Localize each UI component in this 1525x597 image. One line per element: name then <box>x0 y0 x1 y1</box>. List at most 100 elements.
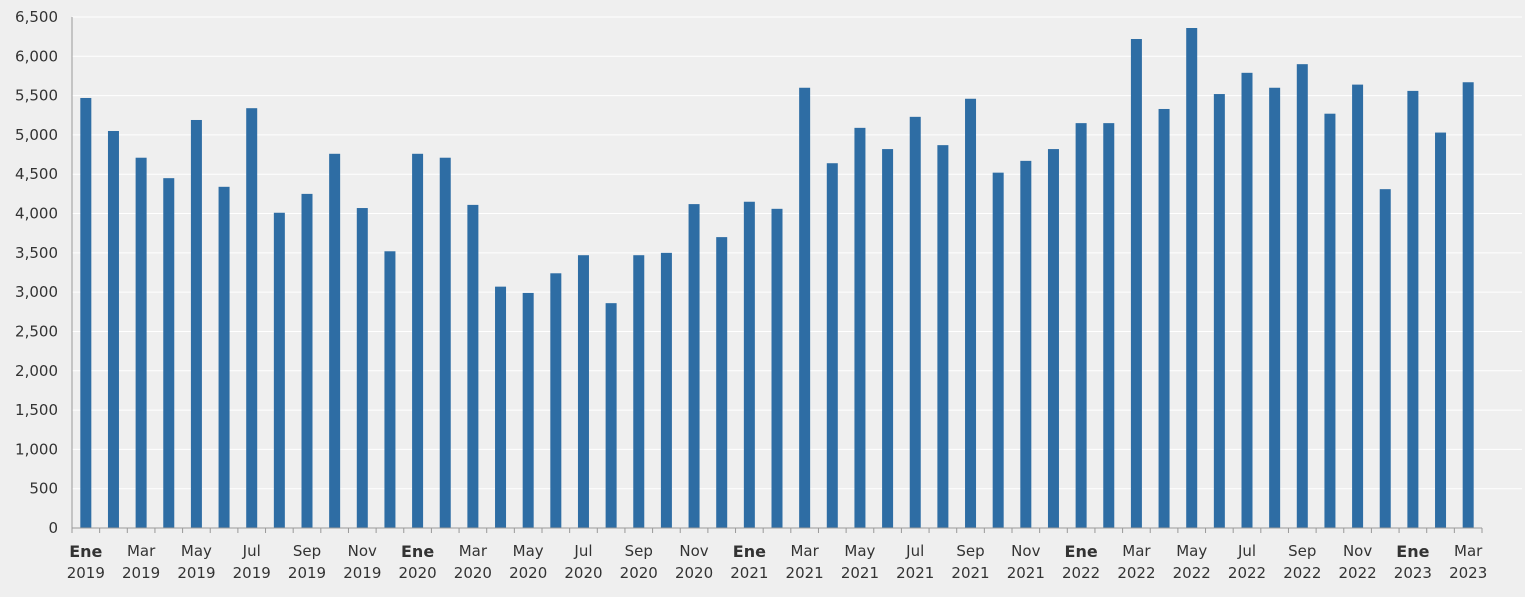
bar <box>163 178 175 528</box>
y-tick-label: 4,000 <box>15 205 58 223</box>
x-tick-year: 2021 <box>1007 564 1045 582</box>
x-tick-month: Mar <box>459 542 488 560</box>
x-tick-month: Sep <box>956 542 984 560</box>
x-tick-month: May <box>844 542 875 560</box>
x-tick-year: 2021 <box>896 564 934 582</box>
bar <box>439 157 451 528</box>
bar <box>1047 149 1059 528</box>
bar <box>1020 160 1032 528</box>
gridlines <box>72 16 1522 490</box>
bar <box>1075 123 1087 528</box>
bar <box>743 201 755 528</box>
bar <box>1130 39 1142 529</box>
bar <box>1213 94 1225 528</box>
x-tick-month: Ene <box>733 542 766 561</box>
bar <box>1407 90 1419 528</box>
y-tick-label: 1,500 <box>15 401 58 419</box>
bars <box>80 28 1474 529</box>
x-tick-month: May <box>181 542 212 560</box>
y-tick-label: 2,500 <box>15 322 58 340</box>
bar <box>1296 64 1308 529</box>
x-tick-month: Mar <box>127 542 156 560</box>
y-tick-label: 4,500 <box>15 165 58 183</box>
x-tick-month: Sep <box>1288 542 1316 560</box>
x-tick-month: Ene <box>1065 542 1098 561</box>
bar <box>412 153 424 528</box>
x-tick-year: 2020 <box>675 564 713 582</box>
bar <box>1462 82 1474 529</box>
bar <box>937 145 949 529</box>
bar <box>190 119 202 529</box>
bar <box>909 116 921 528</box>
x-tick-month: Ene <box>1396 542 1429 561</box>
bar <box>799 87 811 528</box>
x-tick-year: 2023 <box>1394 564 1432 582</box>
x-tick-month: May <box>1176 542 1207 560</box>
bar <box>716 237 728 528</box>
x-tick-month: Nov <box>348 542 377 560</box>
x-tick-year: 2022 <box>1228 564 1266 582</box>
x-tick-year: 2019 <box>288 564 326 582</box>
y-tick-label: 5,000 <box>15 126 58 144</box>
x-tick-month: Mar <box>1454 542 1483 560</box>
x-tick-month: Jul <box>905 542 924 560</box>
bar <box>1324 113 1336 528</box>
bar <box>1241 72 1253 528</box>
x-tick-year: 2020 <box>620 564 658 582</box>
x-tick-month: Jul <box>242 542 261 560</box>
x-tick-month: Jul <box>573 542 592 560</box>
x-tick-year: 2022 <box>1173 564 1211 582</box>
x-tick-year: 2021 <box>730 564 768 582</box>
x-tick-month: Mar <box>1122 542 1151 560</box>
x-tick-year: 2019 <box>122 564 160 582</box>
bar <box>1269 87 1281 528</box>
y-tick-label: 500 <box>29 480 58 498</box>
x-tick-year: 2019 <box>233 564 271 582</box>
bar <box>1352 84 1364 529</box>
x-tick-month: Ene <box>401 542 434 561</box>
bar <box>1103 123 1115 528</box>
bar <box>771 208 783 528</box>
x-tick-year: 2020 <box>454 564 492 582</box>
y-tick-label: 5,500 <box>15 87 58 105</box>
x-tick-year: 2021 <box>786 564 824 582</box>
bar <box>384 251 396 528</box>
x-tick-month: Mar <box>790 542 819 560</box>
bar <box>356 208 368 528</box>
y-tick-label: 3,000 <box>15 283 58 301</box>
bar <box>965 98 977 528</box>
x-tick-year: 2019 <box>67 564 105 582</box>
x-tick-year: 2021 <box>951 564 989 582</box>
bar <box>882 149 894 528</box>
bar <box>80 97 92 528</box>
x-tick-month: May <box>513 542 544 560</box>
bar <box>495 286 507 528</box>
bar <box>107 130 119 528</box>
bar <box>218 186 230 528</box>
bar <box>992 172 1004 529</box>
x-tick-year: 2022 <box>1338 564 1376 582</box>
y-tick-label: 2,000 <box>15 362 58 380</box>
y-tick-label: 3,500 <box>15 244 58 262</box>
x-tick-month: Jul <box>1237 542 1256 560</box>
y-tick-label: 6,500 <box>15 8 58 26</box>
bar <box>826 163 838 528</box>
bar <box>577 255 589 528</box>
bar <box>1435 132 1447 528</box>
bar <box>688 204 700 528</box>
y-axis: 0 500 1,000 1,500 2,000 2,500 3,000 3,500 4,000 4… <box>15 8 73 537</box>
x-tick-year: 2019 <box>343 564 381 582</box>
x-tick-year: 2020 <box>398 564 436 582</box>
x-tick-year: 2020 <box>509 564 547 582</box>
y-tick-label: 6,000 <box>15 47 58 65</box>
x-tick-year: 2023 <box>1449 564 1487 582</box>
bar <box>273 212 285 528</box>
x-tick-month: Ene <box>69 542 102 561</box>
bar <box>246 108 258 528</box>
bar <box>467 204 479 529</box>
x-tick-year: 2020 <box>564 564 602 582</box>
x-axis: Ene 2019 Mar 2019 May 2019 Jul 2019 Sep 2019 Nov 20… <box>67 527 1487 582</box>
bar <box>633 255 645 528</box>
x-tick-month: Sep <box>625 542 653 560</box>
